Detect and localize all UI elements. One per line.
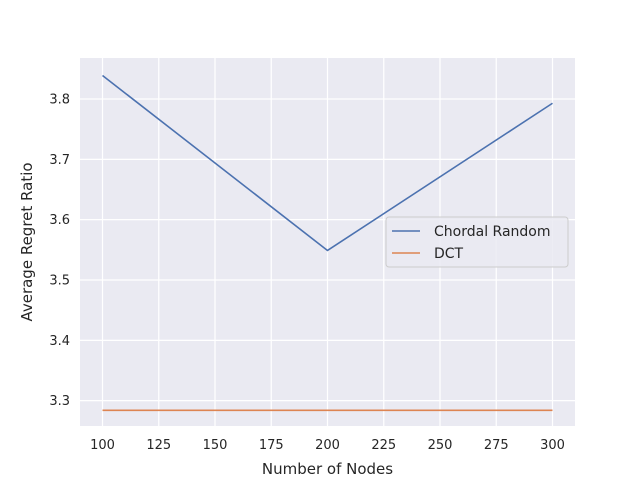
x-tick-label: 225 [371,438,396,453]
series-layer [102,74,553,412]
y-tick-label: 3.4 [49,334,70,349]
x-tick-label: 200 [315,438,340,453]
x-axis-label: Number of Nodes [262,460,393,478]
x-tick-label: 125 [146,438,171,453]
y-axis-label: Average Regret Ratio [18,162,36,321]
y-tick-label: 3.7 [49,153,70,168]
y-tick-labels: 3.3 3.4 3.5 3.6 3.7 3.8 [49,93,70,410]
legend-box [385,216,569,268]
legend-label-chordal-random: Chordal Random [434,224,551,240]
x-tick-labels: 100 125 150 175 200 225 250 275 300 [90,438,565,453]
x-tick-label: 250 [428,438,453,453]
legend: Chordal Random DCT [385,216,569,268]
x-tick-label: 150 [203,438,228,453]
x-tick-label: 300 [540,438,565,453]
y-tick-label: 3.5 [49,274,70,289]
legend-label-dct: DCT [434,246,464,262]
x-tick-label: 275 [484,438,509,453]
x-tick-label: 100 [90,438,115,453]
y-tick-label: 3.3 [49,394,70,409]
y-tick-label: 3.6 [49,213,70,228]
series-line-chordal-random [102,74,553,252]
x-tick-label: 175 [259,438,284,453]
y-tick-label: 3.8 [49,93,70,108]
